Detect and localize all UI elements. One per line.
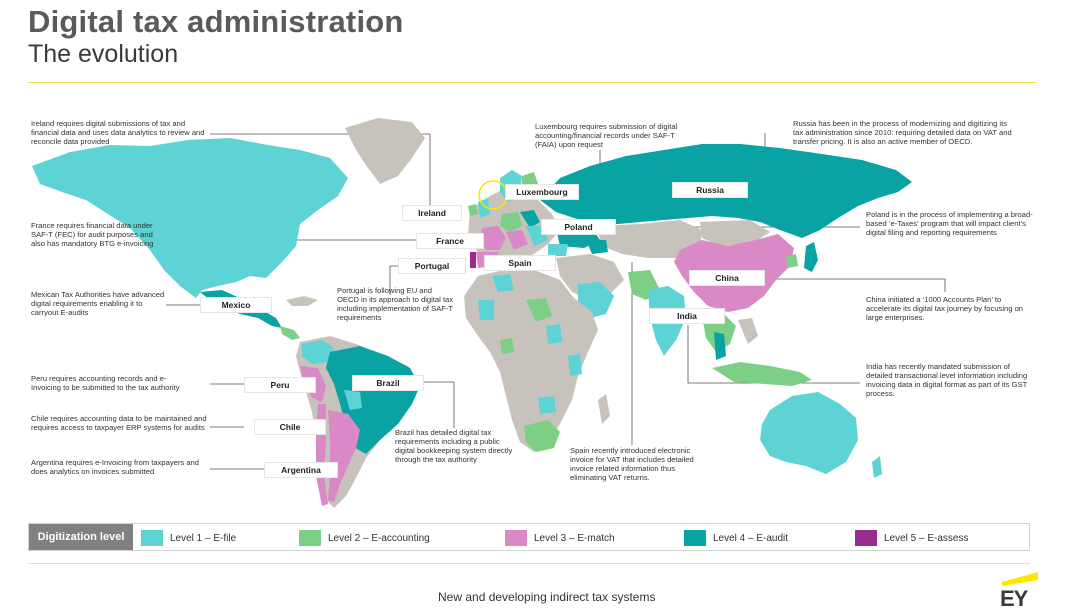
label-luxembourg: Luxembourg: [505, 184, 579, 200]
note-chile: Chile requires accounting data to be mai…: [31, 414, 207, 432]
label-argentina: Argentina: [264, 462, 338, 478]
label-portugal: Portugal: [398, 258, 466, 274]
page-subtitle: The evolution: [28, 40, 179, 68]
ireland-shape: [468, 204, 478, 216]
page-title: Digital tax administration: [28, 4, 404, 39]
note-ireland: Ireland requires digital submissions of …: [31, 119, 205, 146]
legend-swatch: [684, 530, 706, 546]
legend-label: Level 5 – E-assess: [884, 532, 969, 544]
legend-label: Level 1 – E-file: [170, 532, 237, 544]
note-poland: Poland is in the process of implementing…: [866, 210, 1033, 237]
france-shape: [480, 226, 506, 250]
africa-other: [464, 270, 598, 452]
note-france: France requires financial data under SAF…: [31, 221, 154, 248]
colombia: [302, 340, 334, 364]
note-mexico: Mexican Tax Authorities have advanced di…: [31, 290, 165, 317]
note-luxembourg: Luxembourg requires submission of digita…: [535, 122, 678, 149]
label-poland: Poland: [541, 219, 616, 235]
note-argentina: Argentina requires e-Invoicing from taxp…: [31, 458, 199, 476]
legend-item-level5: Level 5 – E-assess: [855, 530, 969, 546]
label-russia: Russia: [672, 182, 748, 198]
ey-logo-icon: [1002, 572, 1038, 586]
note-brazil: Brazil has detailed digital tax requirem…: [395, 428, 513, 464]
label-india: India: [649, 308, 725, 324]
legend-label: Level 4 – E-audit: [713, 532, 789, 544]
title-divider: [28, 82, 1036, 83]
legend-item-level2: Level 2 – E-accounting: [299, 530, 430, 546]
note-spain: Spain recently introduced electronic inv…: [570, 446, 694, 482]
note-russia: Russia has been in the process of modern…: [793, 119, 1012, 146]
south-africa: [524, 420, 560, 452]
argentina-shape: [328, 410, 360, 502]
legend-item-level1: Level 1 – E-file: [141, 530, 236, 546]
portugal-shape: [470, 252, 476, 268]
label-peru: Peru: [244, 377, 316, 393]
note-india: India has recently mandated submission o…: [866, 362, 1028, 398]
note-portugal: Portugal is following EU and OECD in its…: [337, 286, 454, 322]
label-china: China: [689, 270, 765, 286]
label-france: France: [416, 233, 484, 249]
greenland: [345, 118, 425, 184]
label-mexico: Mexico: [200, 297, 272, 313]
australia: [760, 392, 858, 474]
label-ireland: Ireland: [402, 205, 462, 221]
legend-label: Level 2 – E-accounting: [328, 532, 430, 544]
legend-item-level4: Level 4 – E-audit: [684, 530, 788, 546]
legend-swatch: [505, 530, 527, 546]
label-brazil: Brazil: [352, 375, 424, 391]
ey-logo-text: EY: [1000, 586, 1028, 611]
label-spain: Spain: [484, 255, 556, 271]
north-america: [32, 138, 348, 298]
legend-heading: Digitization level: [29, 524, 133, 550]
footer-divider: [28, 563, 1030, 564]
digitization-legend: Digitization level Level 1 – E-file Leve…: [28, 523, 1030, 551]
legend-swatch: [855, 530, 877, 546]
note-china: China initiated a ‘1000 Accounts Plan’ t…: [866, 295, 1024, 322]
footer-caption: New and developing indirect tax systems: [438, 590, 656, 604]
label-chile: Chile: [254, 419, 326, 435]
note-peru: Peru requires accounting records and e-I…: [31, 374, 180, 392]
legend-item-level3: Level 3 – E-match: [505, 530, 615, 546]
legend-swatch: [141, 530, 163, 546]
legend-swatch: [299, 530, 321, 546]
legend-label: Level 3 – E-match: [534, 532, 615, 544]
